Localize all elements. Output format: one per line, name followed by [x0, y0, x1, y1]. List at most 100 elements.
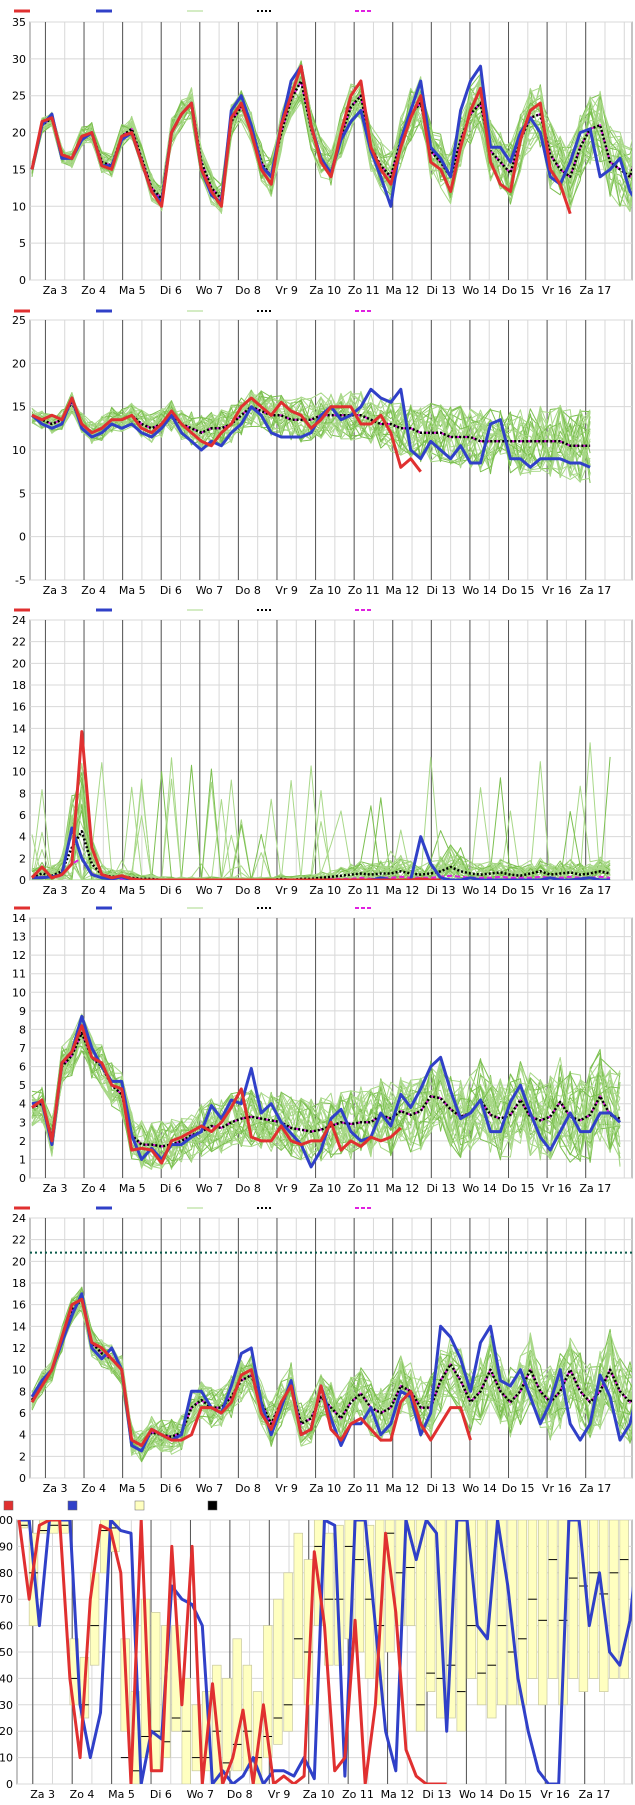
- chart-panel-2: -5 0 5 10 15 20 25 Za 3 Zo 4 Ma 5 Di 6 Wo 7 Do 8 Vr 9…: [12, 309, 633, 597]
- series-oper: [30, 730, 441, 880]
- x-tick-label: Zo 11: [348, 1482, 380, 1495]
- band-bar: [293, 1532, 303, 1679]
- y-tick-label: 8: [19, 787, 26, 800]
- y-tick-label: 2: [19, 1450, 26, 1463]
- band-bar: [548, 1520, 558, 1679]
- x-tick-label: Di 13: [426, 584, 455, 597]
- x-tick-label: Di 13: [426, 884, 455, 897]
- y-tick-label: 15: [12, 401, 26, 414]
- y-tick-label: 6: [19, 1407, 26, 1420]
- y-tick-label: 2: [19, 852, 26, 865]
- x-tick-label: Di 6: [160, 1482, 182, 1495]
- x-tick-label: Zo 11: [348, 1182, 380, 1195]
- x-tick-label: Wo 14: [462, 1482, 496, 1495]
- x-tick-label: Ma 12: [386, 1182, 420, 1195]
- x-tick-label: Vr 9: [275, 1482, 298, 1495]
- y-tick-label: 60: [0, 1620, 13, 1633]
- x-tick-label: Za 10: [309, 1482, 341, 1495]
- x-tick-label: Za 17: [579, 1482, 611, 1495]
- y-tick-label: 14: [12, 722, 26, 735]
- y-tick-label: 14: [12, 912, 26, 925]
- y-tick-label: 35: [12, 16, 26, 29]
- x-tick-label: Vr 16: [542, 1182, 572, 1195]
- y-tick-label: 4: [19, 831, 26, 844]
- series-oper: [17, 1520, 447, 1784]
- plot-content: [30, 730, 611, 880]
- y-tick-label: 25: [12, 90, 26, 103]
- y-tick-label: 15: [12, 163, 26, 176]
- y-tick-label: 20: [12, 1255, 26, 1268]
- x-tick-label: Do 8: [235, 584, 261, 597]
- x-tick-label: Za 17: [579, 284, 611, 297]
- y-tick-label: 12: [12, 1342, 26, 1355]
- x-tick-label: Do 15: [502, 884, 535, 897]
- x-tick-label: Di 6: [160, 884, 182, 897]
- y-tick-label: 10: [12, 1364, 26, 1377]
- plot-content: [30, 1251, 632, 1463]
- x-tick-label: Ma 12: [386, 1482, 420, 1495]
- y-tick-label: 18: [12, 679, 26, 692]
- x-tick-label: Di 13: [426, 1182, 455, 1195]
- y-tick-label: 90: [0, 1540, 13, 1553]
- band-bar: [456, 1520, 466, 1732]
- band-bar: [385, 1520, 395, 1653]
- x-tick-label: Za 17: [579, 584, 611, 597]
- y-tick-label: 5: [19, 487, 26, 500]
- x-tick-label: Ma 5: [119, 884, 146, 897]
- band-bar: [487, 1520, 497, 1719]
- plot-content: [31, 1013, 622, 1170]
- y-tick-label: 22: [12, 636, 26, 649]
- x-tick-label: Za 10: [309, 584, 341, 597]
- x-tick-label: Za 10: [309, 284, 341, 297]
- x-tick-label: Do 8: [235, 884, 261, 897]
- y-tick-label: 0: [19, 531, 26, 544]
- band-bar: [232, 1638, 242, 1772]
- band-bar: [425, 1520, 436, 1692]
- legend-swatch-control: [67, 1500, 78, 1511]
- y-tick-label: 4: [19, 1429, 26, 1442]
- x-tick-label: Zo 11: [348, 284, 380, 297]
- x-tick-label: Do 8: [235, 1182, 261, 1195]
- y-tick-label: 20: [12, 657, 26, 670]
- x-tick-label: Ma 5: [119, 284, 146, 297]
- y-tick-label: 10: [12, 444, 26, 457]
- y-tick-label: 5: [19, 237, 26, 250]
- x-tick-label: Zo 4: [70, 1788, 95, 1800]
- x-tick-label: Ma 5: [108, 1788, 135, 1800]
- x-tick-label: Do 8: [235, 284, 261, 297]
- plot-content: [31, 387, 591, 484]
- x-tick-label: Za 3: [43, 1182, 68, 1195]
- x-tick-label: Zo 4: [81, 884, 106, 897]
- x-tick-label: Zo 4: [81, 1182, 106, 1195]
- x-tick-label: Ma 5: [119, 584, 146, 597]
- x-tick-label: Za 10: [303, 1788, 335, 1800]
- ensemble-member: [31, 1287, 632, 1463]
- y-tick-label: 16: [12, 1299, 26, 1312]
- x-tick-label: Di 13: [422, 1788, 451, 1800]
- y-tick-label: 10: [0, 1752, 13, 1765]
- x-tick-label: Ma 12: [381, 1788, 415, 1800]
- y-tick-label: 30: [12, 53, 26, 66]
- series-control: [30, 1292, 632, 1453]
- x-tick-label: Ma 5: [119, 1482, 146, 1495]
- x-tick-label: Za 10: [309, 884, 341, 897]
- y-tick-label: 9: [19, 1005, 26, 1018]
- legend-swatch-median: [207, 1500, 218, 1511]
- band-bar: [568, 1520, 578, 1679]
- chart-panel-6: 0 10 20 30 40 50 60 70 80 90 100 Za 3 Zo 4 Ma 5 Di 6 Wo…: [0, 1500, 633, 1801]
- series-mean: [31, 830, 611, 880]
- y-tick-label: 2: [19, 1135, 26, 1148]
- y-tick-label: 11: [12, 968, 26, 981]
- series-oper: [31, 396, 422, 473]
- y-tick-label: 20: [12, 357, 26, 370]
- x-tick-label: Di 6: [160, 1182, 182, 1195]
- x-tick-label: Wo 7: [187, 1788, 214, 1800]
- x-tick-label: Vr 16: [540, 1788, 570, 1800]
- x-tick-label: Wo 7: [196, 584, 223, 597]
- y-tick-label: 40: [0, 1672, 13, 1685]
- x-tick-label: Vr 16: [542, 584, 572, 597]
- ensemble-member: [31, 765, 611, 880]
- x-tick-label: Za 10: [309, 1182, 341, 1195]
